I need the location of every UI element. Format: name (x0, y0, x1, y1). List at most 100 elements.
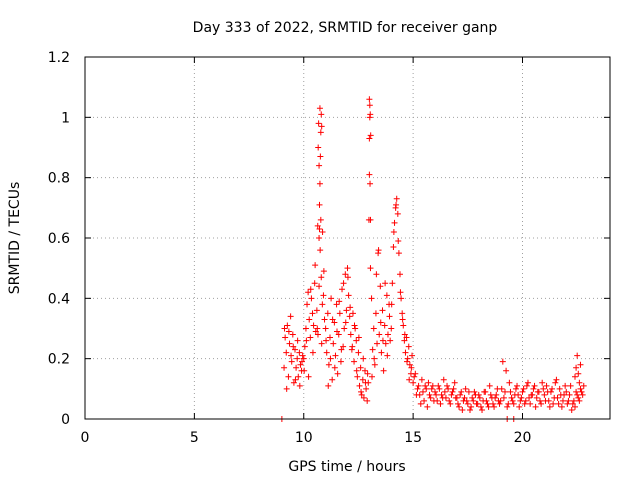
x-axis-label: GPS time / hours (288, 459, 405, 475)
data-point (421, 397, 428, 404)
data-point (346, 313, 353, 320)
data-point (353, 367, 360, 374)
data-point (329, 316, 336, 323)
data-point (511, 391, 518, 398)
data-point (449, 388, 456, 395)
data-point (568, 406, 575, 413)
data-point (399, 316, 406, 323)
data-point (281, 364, 288, 371)
data-point (510, 400, 517, 407)
data-point (574, 352, 581, 359)
data-point (428, 385, 435, 392)
data-point (512, 385, 519, 392)
data-point (422, 382, 429, 389)
data-point (461, 394, 468, 401)
data-point (506, 379, 513, 386)
data-point (288, 358, 295, 365)
data-point (342, 319, 349, 326)
y-tick-label: 0.4 (48, 291, 70, 307)
data-point (563, 388, 570, 395)
data-point (343, 307, 350, 314)
data-point (336, 310, 343, 317)
data-point (319, 301, 326, 308)
data-point (579, 391, 586, 398)
data-point (379, 337, 386, 344)
data-point (437, 400, 444, 407)
data-point (363, 385, 370, 392)
data-point (577, 385, 584, 392)
data-point (299, 352, 306, 359)
data-point (529, 391, 536, 398)
data-point (371, 355, 378, 362)
data-point (458, 388, 465, 395)
data-point (286, 340, 293, 347)
x-tick-label: 0 (81, 430, 90, 446)
data-point (333, 301, 340, 308)
data-point (531, 382, 538, 389)
data-point (532, 403, 539, 410)
data-point (331, 319, 338, 326)
y-tick-label: 0.2 (48, 352, 70, 368)
data-point (409, 352, 416, 359)
data-point (551, 394, 558, 401)
data-point (356, 382, 363, 389)
data-point (307, 286, 314, 293)
data-point (381, 322, 388, 329)
data-point (479, 406, 486, 413)
data-point (362, 379, 369, 386)
data-point (410, 379, 417, 386)
data-point (335, 331, 342, 338)
x-tick-label: 5 (190, 430, 199, 446)
data-point (546, 403, 553, 410)
data-point (535, 388, 542, 395)
data-point (432, 388, 438, 395)
data-point (395, 238, 402, 245)
data-point (376, 331, 383, 338)
data-point (497, 397, 504, 404)
data-point (372, 310, 379, 317)
data-point (570, 397, 577, 404)
data-point (483, 397, 490, 404)
data-point (454, 400, 461, 407)
data-point (297, 361, 304, 368)
data-point (368, 295, 375, 302)
data-point (316, 235, 323, 241)
data-point (387, 337, 394, 344)
data-point (379, 307, 386, 314)
data-point (457, 391, 464, 398)
data-point (367, 265, 374, 272)
data-point (412, 370, 419, 377)
data-point (404, 358, 410, 365)
data-point (500, 394, 507, 401)
data-point (301, 367, 308, 374)
data-point (399, 310, 406, 317)
data-point (523, 382, 530, 389)
data-point (371, 361, 378, 368)
data-point (499, 358, 506, 365)
y-tick-label: 1 (61, 110, 70, 126)
data-point (411, 373, 418, 380)
data-point (384, 352, 391, 359)
y-tick-label: 1.2 (48, 50, 70, 66)
data-point (317, 216, 324, 223)
data-point (539, 379, 546, 386)
data-point (576, 379, 583, 386)
data-point (408, 364, 415, 371)
data-point (555, 400, 562, 407)
data-point (504, 403, 511, 410)
data-point (391, 219, 398, 226)
data-point (556, 385, 563, 392)
axis-ticks: 0 0.2 0.4 0.6 0.8 1 1.2 0 5 10 15 20 (48, 50, 610, 446)
data-point (351, 358, 358, 365)
data-point (284, 322, 291, 329)
data-point (388, 301, 395, 308)
y-tick-label: 0.6 (48, 231, 70, 247)
data-point (377, 319, 384, 326)
data-point (288, 352, 295, 359)
data-point (299, 358, 305, 365)
data-point (337, 358, 344, 365)
data-point (445, 385, 452, 392)
data-point (388, 325, 395, 332)
data-point (339, 286, 346, 293)
data-point (305, 289, 312, 296)
